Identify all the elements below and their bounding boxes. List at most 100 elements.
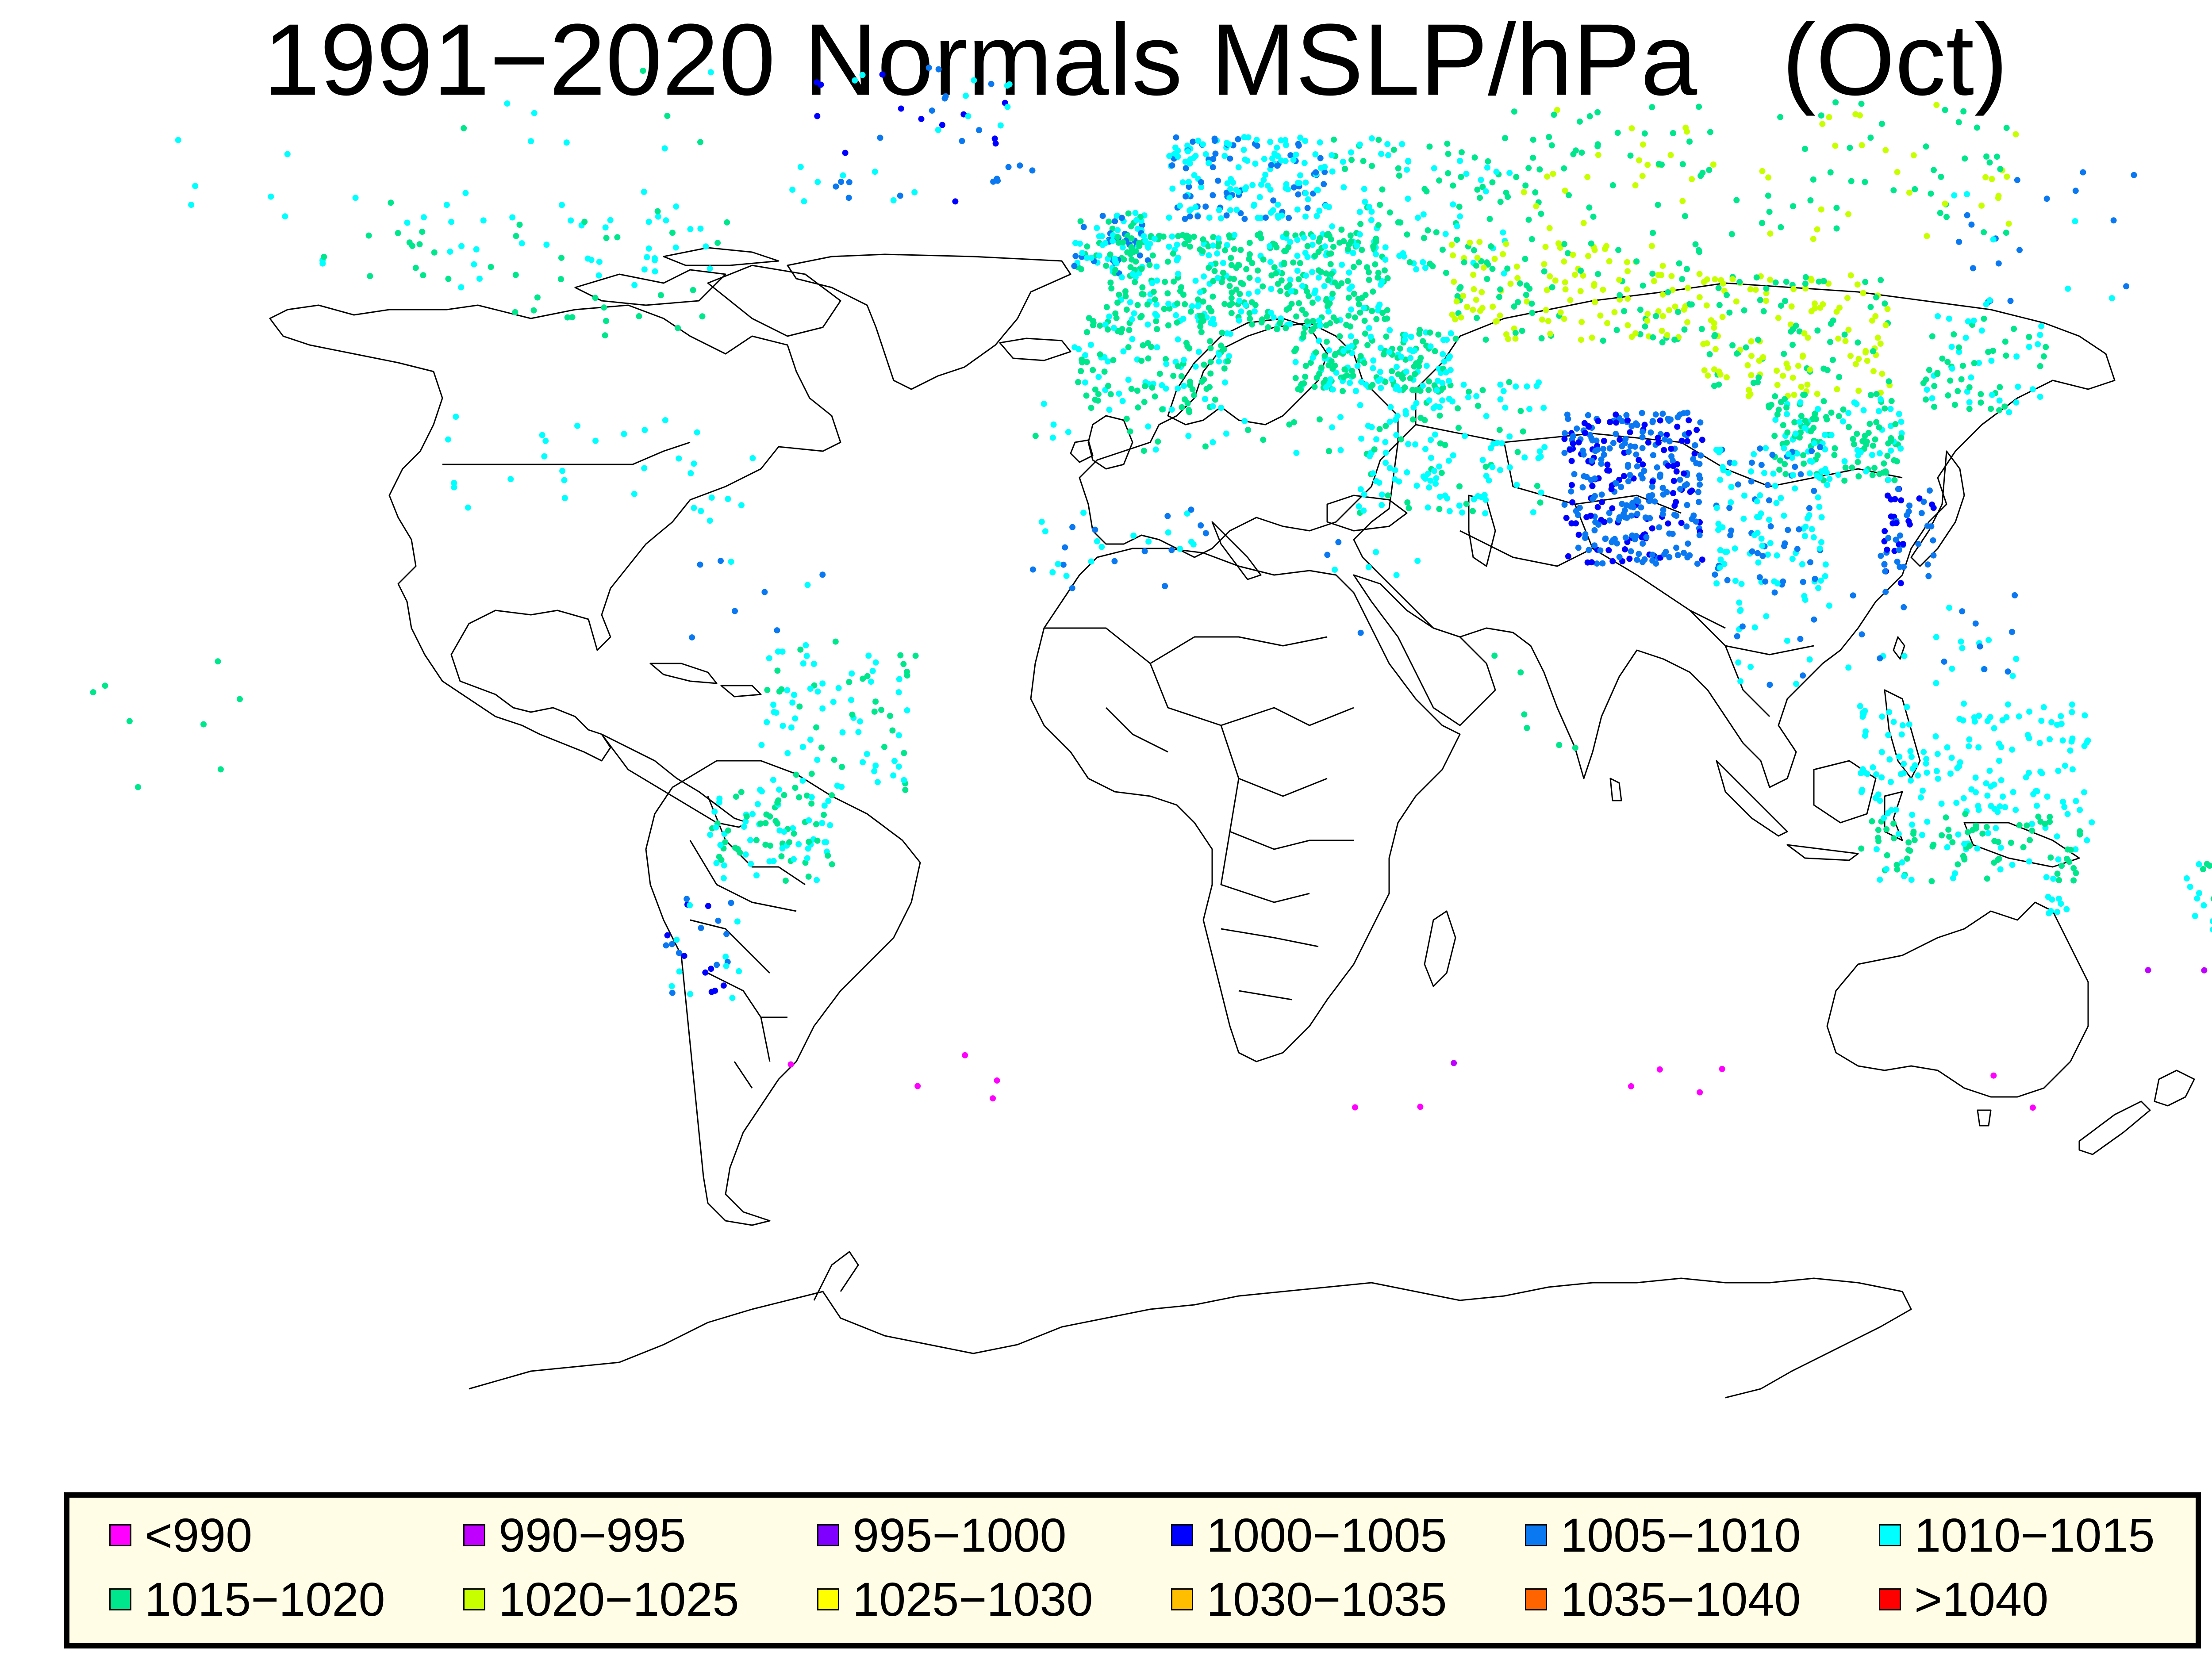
station-marker [2013,656,2020,662]
africa-borders [1044,627,1354,1000]
station-marker [1711,325,1717,331]
station-marker [1938,173,1944,180]
station-marker [1252,302,1259,308]
station-marker [1791,419,1798,426]
station-marker [1835,472,1842,478]
station-marker [1911,837,1918,843]
station-marker [1503,241,1509,247]
station-marker [1157,233,1164,240]
station-marker [1227,185,1234,192]
station-marker [668,983,675,989]
station-marker [1695,489,1701,495]
station-marker [1163,360,1170,367]
station-marker [818,81,824,88]
station-marker [2209,918,2212,924]
station-marker [1976,713,1982,719]
station-marker [1431,468,1437,474]
station-marker [1604,320,1611,326]
station-marker [1329,223,1336,230]
station-marker [1312,253,1318,259]
station-marker [705,903,711,909]
station-marker [1682,482,1688,489]
station-marker [1384,307,1390,314]
station-marker [1405,196,1411,202]
station-marker [1141,548,1148,555]
station-marker [1486,216,1493,222]
station-marker [878,707,885,713]
station-marker [1137,314,1144,321]
station-marker [1357,486,1364,493]
station-marker [911,189,918,196]
station-marker [774,667,781,674]
station-marker [1192,277,1199,284]
station-marker [2065,285,2071,292]
station-marker [1923,396,1929,403]
station-marker [1741,307,1747,314]
station-marker [1834,386,1840,392]
station-marker [813,821,819,828]
coastline-greenland [787,253,1071,390]
station-marker [1595,271,1601,277]
station-marker [1639,410,1645,416]
station-marker [1492,318,1499,325]
station-marker [1120,348,1127,355]
station-marker [1827,339,1833,345]
station-marker [691,460,697,467]
station-marker [1970,317,1977,324]
station-marker [754,801,761,807]
station-marker [1536,166,1543,173]
station-marker [1909,765,1916,772]
station-marker [799,744,806,750]
station-marker [2064,811,2071,817]
station-marker [1855,459,1861,465]
station-marker [1910,152,1917,159]
station-marker [1924,522,1931,529]
legend-box: <990 990−995 995−1000 1000−1005 1005−101… [64,1492,2201,1648]
station-marker [1814,452,1821,459]
station-marker [1639,475,1646,482]
station-marker [1138,357,1145,364]
station-marker [1360,507,1367,514]
station-marker [1606,445,1613,452]
station-marker [1456,203,1463,210]
station-marker [1356,209,1363,215]
station-marker [1703,302,1710,309]
station-marker [480,217,487,224]
station-marker [1785,527,1791,533]
station-marker [684,896,690,902]
station-marker [1371,446,1378,453]
station-marker [1735,481,1741,488]
station-marker [1991,725,1997,732]
station-marker [1310,318,1316,324]
station-marker [1603,243,1609,249]
station-marker [971,77,977,84]
station-marker [1095,391,1102,398]
station-marker [2123,283,2130,290]
station-marker [1968,221,1975,228]
station-marker [1931,383,1938,389]
station-marker [2005,668,2011,675]
station-marker [1369,308,1375,314]
station-marker [1711,333,1718,340]
station-marker [2058,862,2065,869]
station-marker [453,414,459,420]
station-marker [1575,532,1582,538]
station-marker [1344,246,1351,253]
station-marker [1864,357,1870,364]
station-marker [1357,402,1363,408]
station-marker [2026,344,2032,350]
station-marker [718,558,724,564]
station-marker [807,686,814,692]
station-marker [1301,160,1308,166]
station-marker [1351,291,1357,297]
station-marker [687,470,694,476]
station-marker [2038,323,2045,330]
station-marker [640,68,646,74]
station-marker [1678,437,1685,444]
station-marker [1416,330,1423,337]
station-marker [1439,397,1446,404]
station-marker [1201,361,1207,368]
station-marker [1475,402,1481,409]
station-marker [1140,342,1146,349]
station-marker [1489,464,1496,470]
